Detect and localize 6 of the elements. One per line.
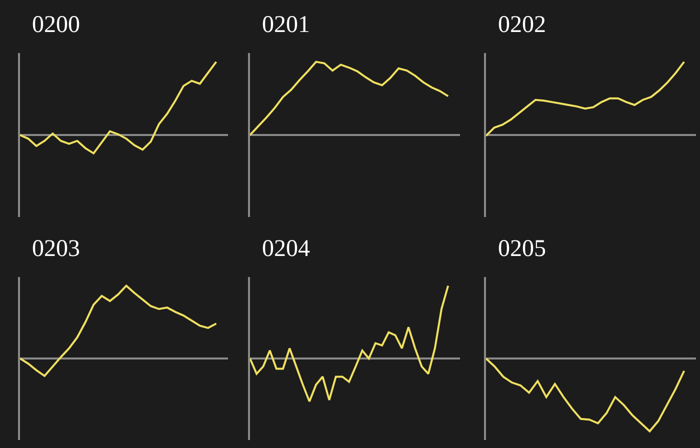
- chart-title: 0203: [32, 236, 80, 262]
- chart-title: 0202: [498, 12, 546, 38]
- chart-title: 0201: [262, 12, 310, 38]
- chart-title: 0204: [262, 236, 310, 262]
- chart-title: 0200: [32, 12, 80, 38]
- chart-title: 0205: [498, 236, 546, 262]
